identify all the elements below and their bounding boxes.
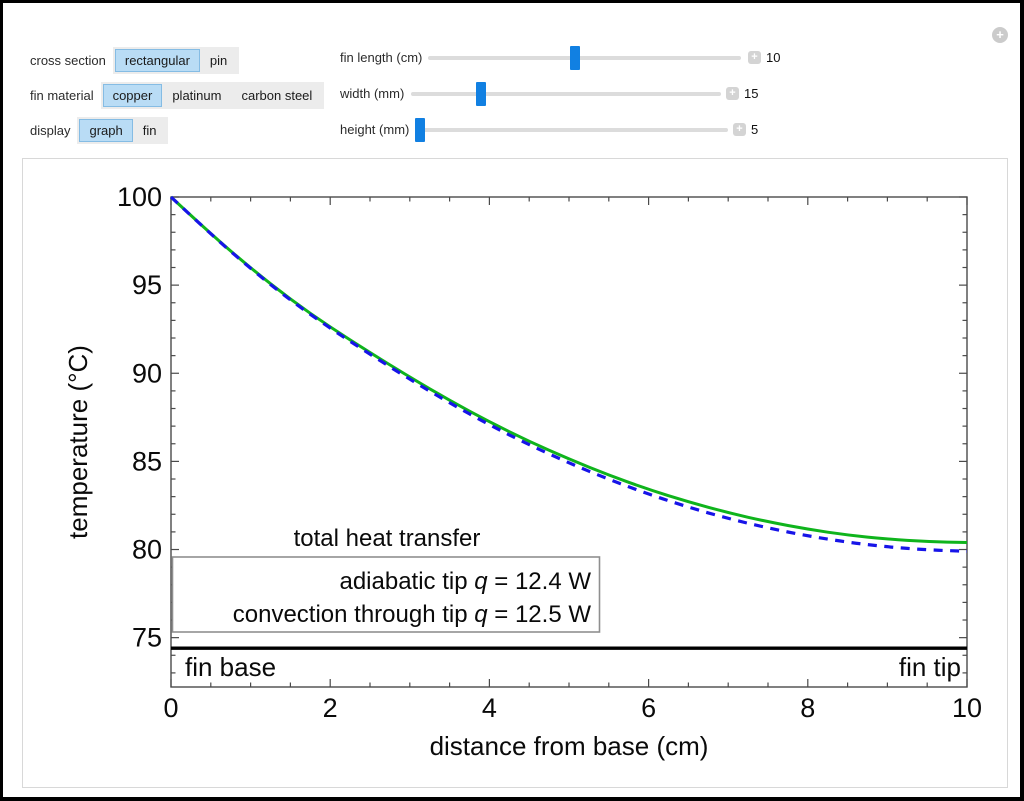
x-axis-title: distance from base (cm) — [430, 731, 709, 761]
y-axis-title: temperature (°C) — [63, 345, 93, 539]
svg-text:0: 0 — [163, 693, 178, 723]
expand-button[interactable]: + — [992, 27, 1008, 43]
svg-text:10: 10 — [952, 693, 982, 723]
fin-length-slider-thumb[interactable] — [570, 46, 581, 70]
plot-container: 0 2 4 6 8 10 75 80 85 90 95 100 fin base fin tip t… — [22, 158, 1008, 788]
display-group: graph fin — [77, 116, 169, 144]
svg-text:4: 4 — [482, 693, 497, 723]
fin-material-option-carbon-steel[interactable]: carbon steel — [241, 87, 313, 103]
fin-tip-label: fin tip — [899, 652, 961, 682]
fin-base-label: fin base — [185, 652, 276, 682]
convection-tip-curve — [169, 195, 968, 553]
display-label: display — [30, 122, 71, 138]
svg-text:6: 6 — [641, 693, 656, 723]
fin-length-value: 10 — [766, 50, 781, 65]
legend-box — [171, 556, 601, 633]
legend-entry-adiabatic: adiabatic tip q = 12.4 W — [339, 568, 591, 595]
cross-section-group: rectangular pin — [112, 46, 240, 74]
y-tick-labels: 75 80 85 90 95 100 — [117, 182, 162, 653]
svg-text:85: 85 — [132, 446, 162, 476]
svg-text:2: 2 — [323, 693, 338, 723]
height-value: 5 — [751, 122, 759, 137]
height-slider[interactable] — [414, 118, 728, 142]
temperature-plot: 0 2 4 6 8 10 75 80 85 90 95 100 fin base fin tip t… — [63, 182, 982, 761]
cross-section-option-pin[interactable]: pin — [209, 52, 228, 68]
height-label: height (mm) — [340, 122, 410, 137]
svg-text:90: 90 — [132, 358, 162, 388]
fin-length-increment-icon[interactable]: + — [748, 51, 761, 64]
cross-section-option-rectangular[interactable]: rectangular — [114, 48, 200, 72]
fin-length-slider[interactable] — [428, 46, 741, 70]
height-increment-icon[interactable]: + — [733, 123, 746, 136]
fin-material-group: copper platinum carbon steel — [100, 81, 325, 109]
svg-text:95: 95 — [132, 270, 162, 300]
fin-material-label: fin material — [30, 87, 94, 103]
height-slider-row: height (mm) + 5 — [3, 118, 1020, 142]
width-slider-thumb[interactable] — [475, 82, 486, 106]
fin-length-slider-row: fin length (cm) + 10 — [3, 46, 1020, 70]
adiabatic-tip-curve — [169, 195, 968, 544]
cross-section-label: cross section — [30, 52, 106, 68]
fin-material-option-platinum[interactable]: platinum — [172, 87, 222, 103]
x-tick-labels: 0 2 4 6 8 10 — [163, 693, 982, 723]
legend-entry-convection: convection through tip q = 12.5 W — [233, 601, 592, 628]
display-row: display graph fin — [30, 116, 169, 144]
fin-material-row: fin material copper platinum carbon stee… — [30, 81, 325, 109]
svg-text:80: 80 — [132, 535, 162, 565]
fin-length-label: fin length (cm) — [340, 50, 423, 65]
svg-text:8: 8 — [800, 693, 815, 723]
display-option-graph[interactable]: graph — [79, 118, 133, 142]
fin-material-option-copper[interactable]: copper — [102, 83, 163, 107]
legend-title: total heat transfer — [294, 525, 481, 552]
height-slider-thumb[interactable] — [414, 118, 425, 142]
width-slider[interactable] — [411, 82, 721, 106]
display-option-fin[interactable]: fin — [142, 122, 157, 138]
cross-section-row: cross section rectangular pin — [30, 46, 240, 74]
svg-text:75: 75 — [132, 623, 162, 653]
width-value: 15 — [744, 86, 759, 101]
plot-frame — [170, 196, 968, 688]
width-increment-icon[interactable]: + — [726, 87, 739, 100]
width-label: width (mm) — [340, 86, 405, 101]
width-slider-row: width (mm) + 15 — [3, 82, 1020, 106]
svg-text:100: 100 — [117, 182, 162, 212]
